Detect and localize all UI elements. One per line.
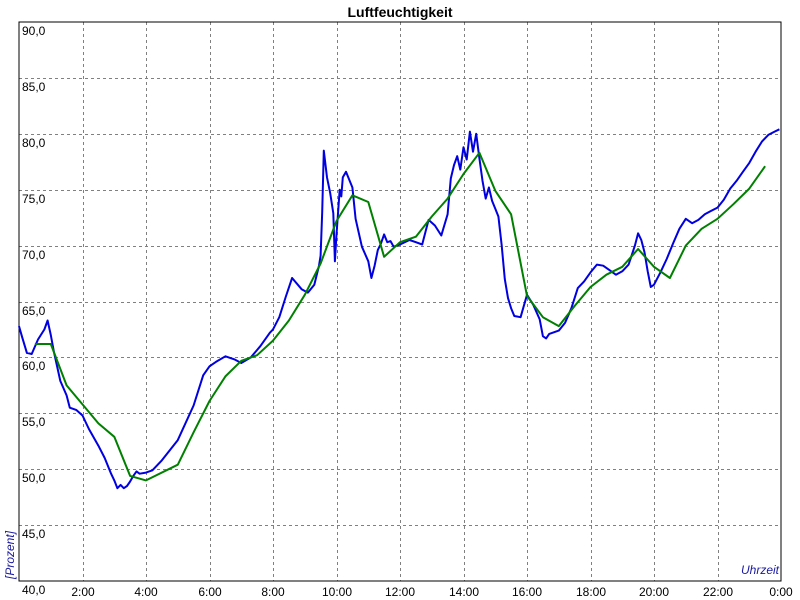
x-tick-label: 22:00: [703, 585, 733, 599]
x-tick-label: 12:00: [385, 585, 415, 599]
x-tick-label: 18:00: [576, 585, 606, 599]
y-tick-label: 40,0: [22, 583, 46, 597]
y-tick-label: 50,0: [22, 471, 46, 485]
x-tick-label: 14:00: [449, 585, 479, 599]
x-tick-label: 4:00: [134, 585, 158, 599]
series-line-1: [18, 128, 780, 490]
x-tick-label: 16:00: [512, 585, 542, 599]
y-tick-label: 90,0: [22, 24, 46, 38]
y-tick-label: 70,0: [22, 248, 46, 262]
y-tick-label: 85,0: [22, 80, 46, 94]
grid: [19, 22, 781, 581]
y-tick-label: 80,0: [22, 136, 46, 150]
y-axis-label: [Prozent]: [3, 530, 17, 580]
x-tick-label: 8:00: [261, 585, 285, 599]
plot-frame: [18, 21, 782, 582]
y-tick-label: 55,0: [22, 415, 46, 429]
series-layer: [18, 128, 780, 490]
y-tick-label: 45,0: [22, 527, 46, 541]
y-tick-labels: 40,0 45,0 50,0 55,0 60,0 65,0 70,0 75,0 80,0 85,0…: [22, 24, 46, 597]
x-tick-label: 0:00: [769, 585, 793, 599]
series-line-2: [34, 151, 766, 482]
y-tick-label: 75,0: [22, 192, 46, 206]
x-axis-label: Uhrzeit: [741, 563, 780, 577]
x-tick-label: 6:00: [198, 585, 222, 599]
x-tick-label: 2:00: [71, 585, 95, 599]
y-tick-label: 60,0: [22, 359, 46, 373]
x-tick-labels: 2:00 4:00 6:00 8:00 10:00 12:00 14:00 16:00 18:0…: [71, 585, 793, 599]
x-tick-label: 10:00: [322, 585, 352, 599]
x-tick-label: 20:00: [639, 585, 669, 599]
y-tick-label: 65,0: [22, 304, 46, 318]
chart-title: Luftfeuchtigkeit: [348, 4, 453, 20]
